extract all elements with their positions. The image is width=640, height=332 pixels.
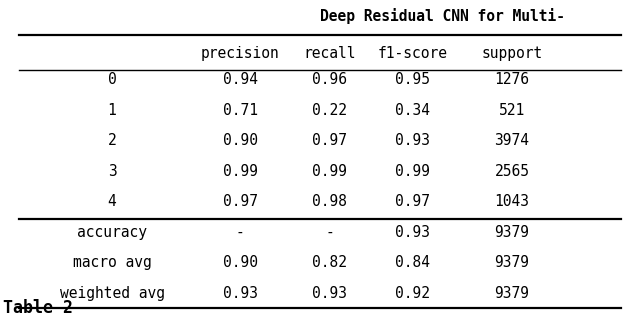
Text: recall: recall xyxy=(303,45,356,61)
Text: weighted avg: weighted avg xyxy=(60,286,164,301)
Text: 0.99: 0.99 xyxy=(312,164,347,179)
Text: Deep Residual CNN for Multi-: Deep Residual CNN for Multi- xyxy=(320,8,565,24)
Text: 2565: 2565 xyxy=(495,164,529,179)
Text: 9379: 9379 xyxy=(495,286,529,301)
Text: 0.97: 0.97 xyxy=(312,133,347,148)
Text: 3: 3 xyxy=(108,164,116,179)
Text: 0.94: 0.94 xyxy=(223,72,257,87)
Text: 0.22: 0.22 xyxy=(312,103,347,118)
Text: 0.96: 0.96 xyxy=(312,72,347,87)
Text: 0.34: 0.34 xyxy=(396,103,430,118)
Text: 0.93: 0.93 xyxy=(223,286,257,301)
Text: 2: 2 xyxy=(108,133,116,148)
Text: 0.97: 0.97 xyxy=(396,194,430,209)
Text: 9379: 9379 xyxy=(495,255,529,271)
Text: 0.71: 0.71 xyxy=(223,103,257,118)
Text: -: - xyxy=(236,225,244,240)
Text: 0.95: 0.95 xyxy=(396,72,430,87)
Text: 0.98: 0.98 xyxy=(312,194,347,209)
Text: 3974: 3974 xyxy=(495,133,529,148)
Text: f1-score: f1-score xyxy=(378,45,448,61)
Text: 0.99: 0.99 xyxy=(223,164,257,179)
Text: precision: precision xyxy=(200,45,280,61)
Text: 0.90: 0.90 xyxy=(223,133,257,148)
Text: 0.92: 0.92 xyxy=(396,286,430,301)
Text: accuracy: accuracy xyxy=(77,225,147,240)
Text: 0.90: 0.90 xyxy=(223,255,257,271)
Text: 0.82: 0.82 xyxy=(312,255,347,271)
Text: 0.99: 0.99 xyxy=(396,164,430,179)
Text: 4: 4 xyxy=(108,194,116,209)
Text: 1: 1 xyxy=(108,103,116,118)
Text: Table 2: Table 2 xyxy=(3,299,73,317)
Text: 1276: 1276 xyxy=(495,72,529,87)
Text: 9379: 9379 xyxy=(495,225,529,240)
Text: -: - xyxy=(325,225,334,240)
Text: 0.93: 0.93 xyxy=(312,286,347,301)
Text: 0: 0 xyxy=(108,72,116,87)
Text: 0.93: 0.93 xyxy=(396,225,430,240)
Text: macro avg: macro avg xyxy=(72,255,152,271)
Text: 0.93: 0.93 xyxy=(396,133,430,148)
Text: support: support xyxy=(481,45,543,61)
Text: 1043: 1043 xyxy=(495,194,529,209)
Text: 521: 521 xyxy=(499,103,525,118)
Text: 0.97: 0.97 xyxy=(223,194,257,209)
Text: 0.84: 0.84 xyxy=(396,255,430,271)
